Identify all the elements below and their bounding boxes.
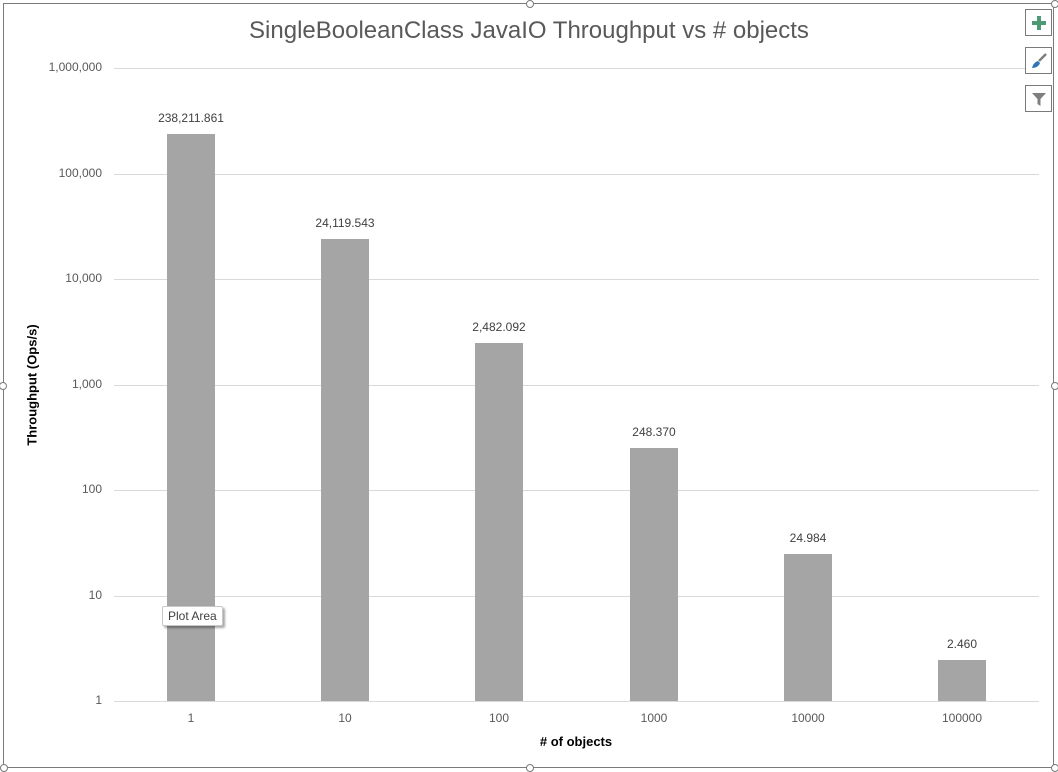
resize-handle-left[interactable] (0, 382, 7, 390)
x-tick-label: 10 (338, 711, 352, 725)
gridline[interactable] (114, 279, 1039, 280)
x-tick-label: 100 (488, 711, 510, 725)
data-label[interactable]: 24,119.543 (315, 216, 375, 230)
x-tick-label: 1 (187, 711, 195, 725)
y-tick-label: 100 (81, 482, 102, 496)
data-label[interactable]: 2.460 (946, 637, 978, 651)
bar[interactable] (784, 554, 832, 701)
y-axis-title[interactable]: Throughput (Ops/s) (24, 324, 40, 446)
data-label[interactable]: 238,211.861 (158, 111, 224, 125)
bar[interactable] (938, 660, 986, 701)
data-label[interactable]: 2,482.092 (472, 320, 526, 334)
chart-elements-button[interactable] (1025, 9, 1052, 36)
bar[interactable] (630, 448, 678, 701)
y-tick-label: 100,000 (58, 166, 102, 180)
chart-filters-button[interactable] (1025, 85, 1052, 112)
gridline[interactable] (114, 596, 1039, 597)
chart-styles-button[interactable] (1025, 47, 1052, 74)
gridline[interactable] (114, 385, 1039, 386)
resize-handle-top[interactable] (526, 0, 534, 8)
x-tick-label: 1000 (640, 711, 668, 725)
bar[interactable] (321, 239, 369, 701)
x-axis-title[interactable]: # of objects (539, 734, 613, 749)
data-label[interactable]: 24.984 (789, 531, 827, 545)
y-tick-label: 10,000 (65, 271, 102, 285)
paintbrush-icon (1031, 52, 1047, 68)
x-axis-line[interactable] (114, 701, 1039, 702)
tooltip-plot-area: Plot Area (162, 606, 223, 626)
bar[interactable] (475, 343, 523, 701)
gridline[interactable] (114, 68, 1039, 69)
y-tick-label: 10 (88, 588, 102, 602)
x-tick-label: 10000 (791, 711, 825, 725)
resize-handle-top-right[interactable] (1051, 0, 1058, 8)
filter-icon (1031, 92, 1046, 106)
plus-icon (1031, 15, 1046, 30)
resize-handle-right[interactable] (1051, 382, 1058, 390)
x-tick-label: 100000 (941, 711, 983, 725)
gridline[interactable] (114, 490, 1039, 491)
y-tick-label: 1,000,000 (48, 60, 102, 74)
y-tick-label: 1,000 (71, 377, 102, 391)
chart-title[interactable]: SingleBooleanClass JavaIO Throughput vs … (249, 17, 809, 44)
y-tick-label: 1 (95, 693, 102, 707)
data-label[interactable]: 248.370 (632, 425, 676, 439)
gridline[interactable] (114, 174, 1039, 175)
